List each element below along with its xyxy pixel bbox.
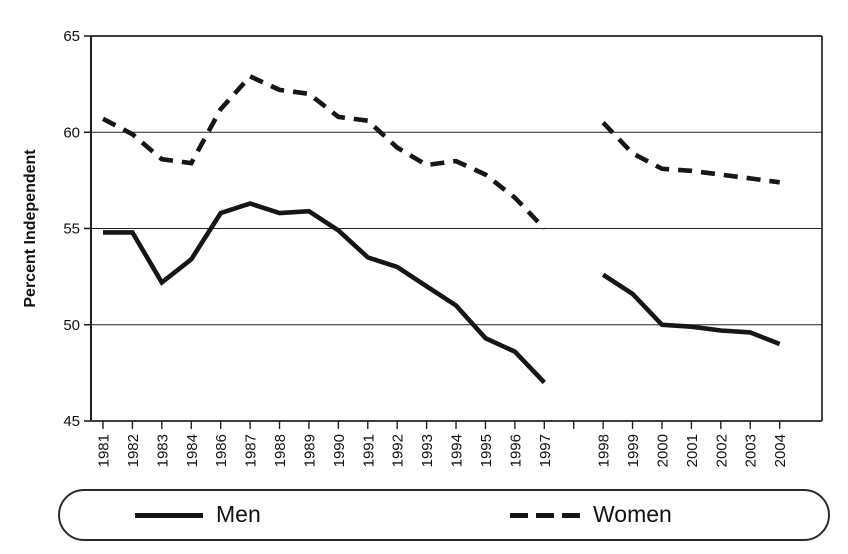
y-tick-label: 50 [63,317,80,334]
x-tick-label: 1998 [596,434,613,467]
x-tick-label: 1987 [243,434,260,467]
men-solid-line-swatch [135,512,203,518]
y-tick-label: 60 [63,124,80,141]
legend-item-women: Women [510,491,672,539]
x-tick-label: 1994 [449,434,466,467]
series-line-women-segment-1 [101,73,546,231]
x-tick-label: 1996 [507,434,524,467]
series-line-men-segment-2 [601,272,781,347]
x-tick-label: 1982 [125,434,142,467]
legend-label-women: Women [593,500,672,527]
x-tick-label: 2000 [654,434,671,467]
x-tick-label: 2002 [713,434,730,467]
x-tick-label: 1989 [301,434,318,467]
x-tick-label: 2003 [743,434,760,467]
x-tick-label: 2001 [684,434,701,467]
legend-item-men: Men [135,491,261,539]
y-tick-label: 55 [63,221,80,238]
legend: Men Women [58,489,830,541]
series-line-women-segment-2 [601,121,781,185]
x-tick-label: 1997 [537,434,554,467]
x-tick-label: 1981 [96,434,113,467]
series-line-men-segment-1 [103,201,546,385]
y-tick-label: 45 [63,413,80,430]
x-tick-label: 1995 [478,434,495,467]
x-tick-label: 1993 [419,434,436,467]
y-tick-label: 65 [63,28,80,45]
x-tick-label: 1999 [625,434,642,467]
x-tick-label: 1991 [360,434,377,467]
x-tick-label: 1983 [154,434,171,467]
women-dashed-line-swatch [510,512,580,518]
x-tick-label: 1986 [213,434,230,467]
x-tick-label: 1990 [331,434,348,467]
x-tick-label: 1984 [184,434,201,467]
legend-label-men: Men [216,500,261,527]
x-tick-label: 1988 [272,434,289,467]
x-tick-label: 1992 [390,434,407,467]
y-axis-title: Percent Independent [22,149,39,308]
x-tick-label: 2004 [772,434,789,467]
